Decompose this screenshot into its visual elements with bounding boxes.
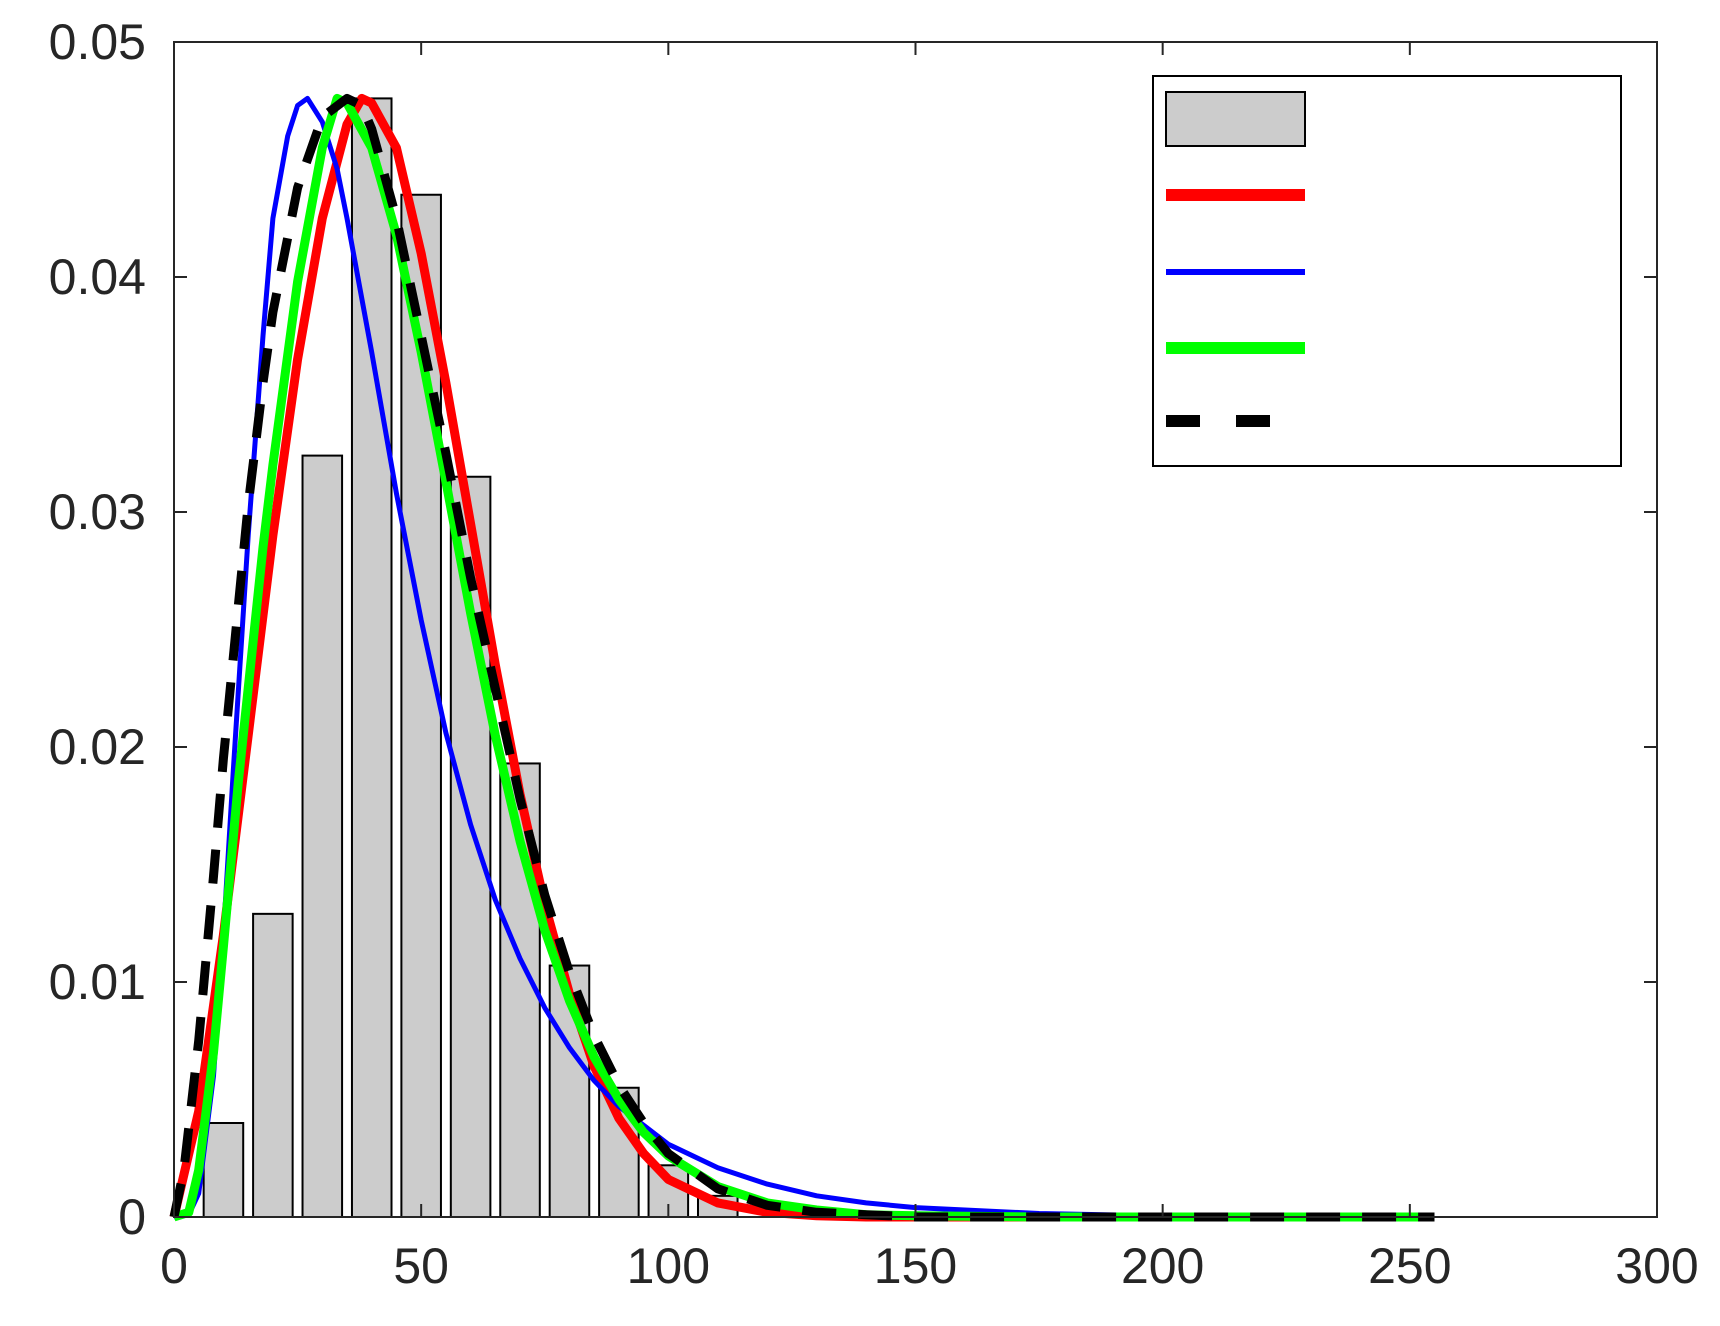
y-tick-label: 0.01 bbox=[49, 954, 146, 1010]
legend-swatch-histogram bbox=[1165, 91, 1306, 147]
x-tick-label: 300 bbox=[1615, 1238, 1698, 1294]
curve-line-4 bbox=[169, 93, 1435, 1222]
x-tick-label: 100 bbox=[627, 1238, 710, 1294]
legend bbox=[1152, 75, 1622, 467]
y-tick-label: 0.03 bbox=[49, 484, 146, 540]
y-tick-label: 0.04 bbox=[49, 249, 146, 305]
curve-line-3 bbox=[172, 93, 1435, 1222]
histogram-bar bbox=[252, 912, 294, 1218]
x-tick-label: 200 bbox=[1121, 1238, 1204, 1294]
axes: 0 50 100 150 200 250 300 0 0.01 0.02 0.03 0.04 0.05 bbox=[49, 14, 1699, 1294]
x-tick-label: 0 bbox=[160, 1238, 188, 1294]
y-tick-label: 0.02 bbox=[49, 719, 146, 775]
x-tick-label: 150 bbox=[874, 1238, 957, 1294]
x-tick-label: 250 bbox=[1368, 1238, 1451, 1294]
histogram-bar bbox=[301, 454, 344, 1219]
histogram-bar bbox=[202, 1122, 245, 1218]
x-tick-label: 50 bbox=[393, 1238, 449, 1294]
y-tick-label: 0 bbox=[118, 1189, 146, 1245]
y-tick-label: 0.05 bbox=[49, 14, 146, 70]
